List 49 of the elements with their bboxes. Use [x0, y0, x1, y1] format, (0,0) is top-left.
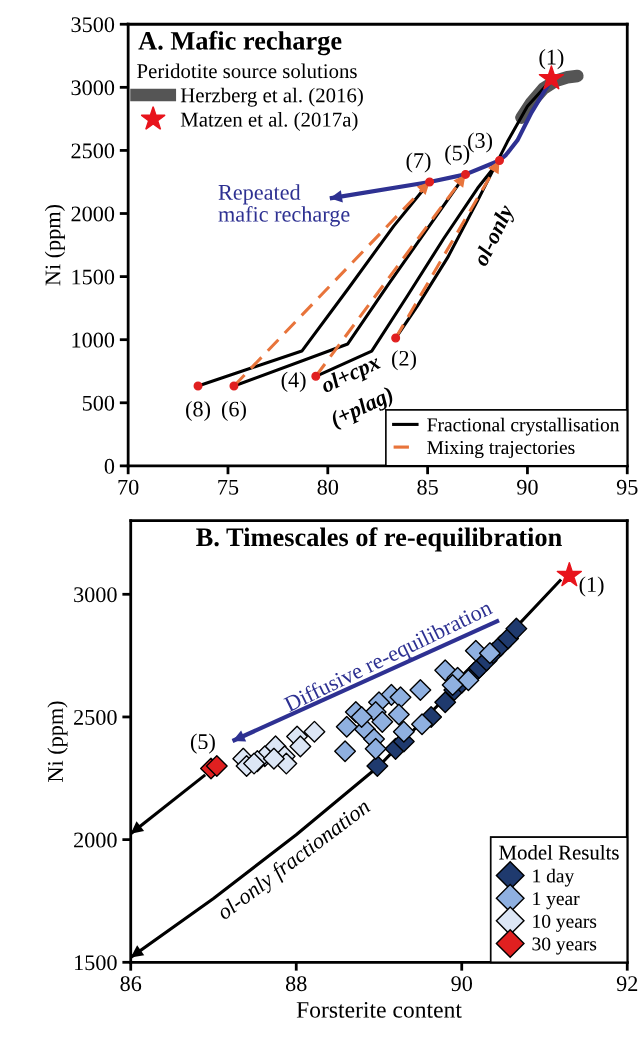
- annotation: (8): [186, 400, 211, 422]
- annotation: (1): [579, 576, 604, 597]
- x-axis-title: Forsterite content: [296, 1001, 462, 1018]
- y-tick-label: 2500: [74, 709, 117, 725]
- chart-title: B. Timescales of re-equilibration: [196, 527, 562, 552]
- annotation: (5): [190, 733, 215, 754]
- y-tick-label: 2000: [71, 206, 115, 222]
- annotation: (5): [445, 144, 470, 166]
- annotation: (1): [539, 48, 564, 70]
- y-tick-label: 2000: [74, 832, 117, 848]
- y-tick-label: 500: [82, 395, 115, 411]
- legend-label: Herzberg et al. (2016): [180, 87, 363, 107]
- y-tick-label: 1000: [72, 332, 115, 348]
- y-tick-label: 3500: [71, 17, 115, 33]
- annotation: (3): [468, 132, 493, 153]
- x-tick-label: 85: [417, 479, 438, 495]
- x-tick-label: 88: [285, 976, 307, 992]
- x-tick-label: 80: [317, 479, 339, 495]
- legend-label: Fractional crystallisation: [427, 417, 620, 436]
- x-tick-label: 90: [451, 976, 473, 992]
- legend-title: Model Results: [499, 844, 619, 860]
- annotation: ol-only: [471, 202, 519, 270]
- legend-title: Peridotite source solutions: [137, 63, 357, 79]
- annotation: (2): [392, 350, 416, 371]
- y-tick-label: 3000: [74, 587, 117, 603]
- legend-label: 1 year: [533, 892, 580, 910]
- legend-label: 10 years: [533, 914, 597, 932]
- legend-label: Matzen et al. (2017a): [180, 112, 358, 131]
- y-tick-label: 2500: [71, 143, 115, 159]
- y-tick-label: 1500: [75, 955, 117, 971]
- y-axis-title: Ni (ppm): [44, 204, 65, 286]
- annotation: Repeated mafic recharge: [218, 184, 350, 227]
- y-tick-label: 0: [104, 458, 115, 474]
- annotation: (4): [281, 371, 306, 392]
- annotation: (7): [406, 152, 431, 173]
- legend-label: 1 day: [533, 868, 575, 887]
- x-tick-label: 95: [616, 479, 638, 495]
- legend-label: 30 years: [532, 937, 597, 955]
- legend-label: Mixing trajectories: [427, 441, 575, 459]
- chart-title: A. Mafic recharge: [138, 30, 342, 56]
- y-tick-label: 3000: [71, 80, 115, 96]
- x-tick-label: 90: [517, 479, 538, 495]
- x-tick-label: 86: [120, 976, 142, 992]
- y-axis-title: Ni (ppm): [47, 701, 68, 782]
- y-tick-label: 1500: [72, 269, 115, 285]
- x-tick-label: 75: [218, 479, 239, 495]
- annotation: (6): [221, 400, 246, 422]
- x-tick-label: 70: [118, 479, 139, 495]
- x-tick-label: 92: [616, 976, 638, 992]
